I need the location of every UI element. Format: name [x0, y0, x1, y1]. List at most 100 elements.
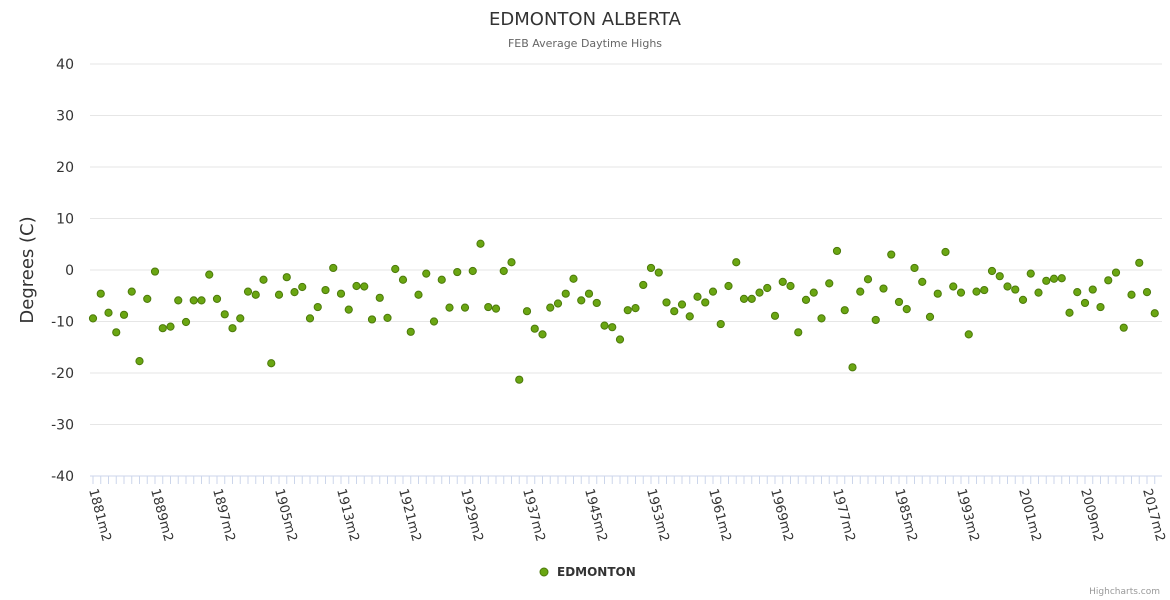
- data-point[interactable]: [1073, 288, 1082, 297]
- data-point[interactable]: [778, 277, 787, 286]
- data-point[interactable]: [383, 313, 392, 322]
- data-point[interactable]: [631, 304, 640, 313]
- data-point[interactable]: [600, 321, 609, 330]
- data-point[interactable]: [1119, 323, 1128, 332]
- data-point[interactable]: [1104, 276, 1113, 285]
- data-point[interactable]: [305, 314, 315, 323]
- data-point[interactable]: [801, 295, 811, 304]
- data-point[interactable]: [910, 263, 919, 273]
- data-point[interactable]: [515, 375, 524, 384]
- legend-item-edmonton[interactable]: EDMONTON: [557, 565, 636, 579]
- data-point[interactable]: [491, 304, 501, 313]
- data-point[interactable]: [251, 290, 260, 299]
- data-point[interactable]: [1150, 309, 1159, 318]
- data-point[interactable]: [569, 274, 578, 283]
- data-point[interactable]: [127, 287, 136, 296]
- data-point[interactable]: [1080, 298, 1090, 308]
- data-point[interactable]: [274, 290, 284, 299]
- data-point[interactable]: [336, 289, 346, 298]
- data-point[interactable]: [623, 306, 632, 315]
- data-point[interactable]: [794, 328, 803, 337]
- data-point[interactable]: [1142, 288, 1152, 297]
- data-point[interactable]: [840, 306, 849, 315]
- data-point[interactable]: [825, 279, 834, 288]
- data-point[interactable]: [96, 289, 105, 298]
- data-point[interactable]: [809, 288, 818, 297]
- data-point[interactable]: [344, 305, 353, 314]
- data-point[interactable]: [205, 270, 214, 279]
- data-point[interactable]: [724, 281, 733, 291]
- data-point[interactable]: [88, 314, 98, 323]
- data-point[interactable]: [429, 317, 439, 326]
- data-point[interactable]: [112, 328, 121, 337]
- data-point[interactable]: [941, 247, 950, 257]
- data-point[interactable]: [685, 312, 694, 321]
- data-point[interactable]: [786, 281, 795, 291]
- data-point[interactable]: [1018, 295, 1028, 304]
- data-point[interactable]: [1135, 258, 1144, 267]
- data-point[interactable]: [352, 281, 361, 291]
- data-point[interactable]: [863, 275, 873, 284]
- data-point[interactable]: [856, 287, 865, 296]
- data-point[interactable]: [104, 308, 113, 317]
- data-point[interactable]: [639, 280, 648, 290]
- data-point[interactable]: [329, 263, 338, 273]
- data-point[interactable]: [530, 324, 539, 333]
- data-point[interactable]: [732, 258, 741, 267]
- data-point[interactable]: [476, 239, 485, 248]
- data-point[interactable]: [189, 296, 198, 305]
- data-point[interactable]: [995, 272, 1004, 281]
- data-point[interactable]: [391, 264, 400, 274]
- data-point[interactable]: [1111, 268, 1121, 277]
- data-point[interactable]: [119, 310, 129, 319]
- data-point[interactable]: [1088, 285, 1097, 294]
- data-point[interactable]: [902, 305, 911, 314]
- data-point[interactable]: [763, 283, 772, 293]
- data-point[interactable]: [980, 285, 989, 295]
- data-point[interactable]: [871, 315, 880, 325]
- data-point[interactable]: [561, 289, 570, 298]
- data-point[interactable]: [422, 269, 431, 278]
- data-point[interactable]: [670, 307, 679, 316]
- data-point[interactable]: [646, 263, 656, 273]
- data-point[interactable]: [894, 297, 904, 307]
- data-point[interactable]: [949, 282, 958, 291]
- data-point[interactable]: [220, 310, 229, 319]
- data-point[interactable]: [143, 294, 152, 303]
- data-point[interactable]: [933, 289, 942, 298]
- data-point[interactable]: [375, 293, 384, 302]
- data-point[interactable]: [608, 323, 617, 332]
- data-point[interactable]: [150, 267, 160, 276]
- data-point[interactable]: [321, 285, 330, 295]
- data-point[interactable]: [414, 290, 423, 299]
- data-point[interactable]: [708, 287, 718, 296]
- data-point[interactable]: [755, 288, 764, 297]
- data-point[interactable]: [484, 302, 493, 312]
- data-point[interactable]: [848, 363, 857, 372]
- data-point[interactable]: [212, 294, 222, 303]
- data-point[interactable]: [197, 296, 206, 305]
- data-point[interactable]: [538, 330, 547, 339]
- data-point[interactable]: [1003, 282, 1012, 291]
- data-point[interactable]: [1127, 290, 1136, 299]
- data-point[interactable]: [817, 314, 826, 323]
- data-point[interactable]: [584, 289, 594, 298]
- data-point[interactable]: [437, 275, 446, 284]
- data-point[interactable]: [259, 275, 268, 284]
- data-point[interactable]: [243, 287, 253, 296]
- data-point[interactable]: [1049, 274, 1059, 283]
- data-point[interactable]: [972, 287, 981, 296]
- data-point[interactable]: [879, 284, 888, 293]
- data-point[interactable]: [460, 303, 470, 312]
- data-point[interactable]: [360, 282, 369, 291]
- legend[interactable]: EDMONTON: [539, 565, 636, 579]
- data-point[interactable]: [367, 315, 377, 324]
- data-point[interactable]: [716, 319, 725, 329]
- data-point[interactable]: [499, 266, 508, 276]
- data-point[interactable]: [228, 324, 237, 333]
- data-point[interactable]: [592, 298, 601, 308]
- data-point[interactable]: [918, 277, 927, 286]
- data-point[interactable]: [1042, 276, 1051, 285]
- data-point[interactable]: [662, 298, 671, 307]
- data-point[interactable]: [453, 267, 462, 277]
